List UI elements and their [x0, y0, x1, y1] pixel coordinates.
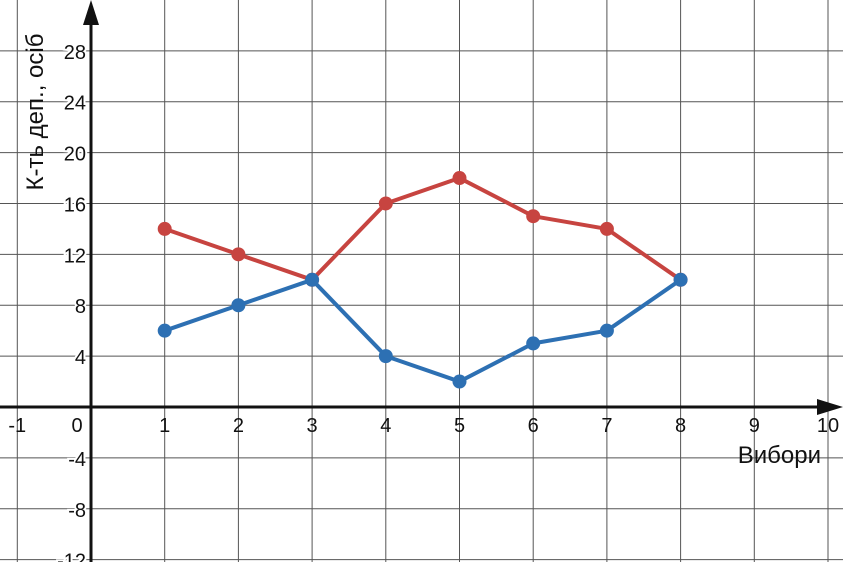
y-axis-label: К-ть деп., осіб	[22, 34, 49, 191]
series-group	[157, 171, 688, 389]
y-axis-arrow-icon	[83, 0, 99, 25]
x-tick-label: 8	[675, 415, 686, 437]
data-point	[157, 221, 172, 236]
data-point	[378, 196, 393, 211]
y-tick-label: -12	[57, 551, 86, 562]
data-point	[452, 171, 467, 186]
x-axis-arrow-icon	[817, 399, 843, 415]
x-tick-label: 1	[159, 415, 170, 437]
data-point	[526, 209, 541, 224]
data-point	[599, 323, 614, 338]
x-tick-label: 2	[233, 415, 244, 437]
y-tick-label: -8	[68, 500, 86, 522]
y-tick-label: 16	[64, 194, 86, 216]
data-point	[231, 247, 246, 262]
x-tick-label: 6	[528, 415, 539, 437]
y-tick-label: 24	[64, 93, 86, 115]
data-point	[599, 221, 614, 236]
y-tick-label: 28	[64, 42, 86, 64]
x-tick-label: 5	[454, 415, 465, 437]
series-line-2	[164, 277, 682, 384]
x-tick-label: 9	[749, 415, 760, 437]
data-point	[526, 336, 541, 351]
y-tick-label: 8	[75, 296, 86, 318]
x-tick-label: -1	[8, 415, 26, 437]
y-tick-label: -4	[68, 449, 86, 471]
data-point	[231, 298, 246, 313]
x-tick-label: 10	[817, 415, 839, 437]
data-point	[673, 272, 688, 287]
x-tick-label: 0	[71, 415, 82, 437]
data-point	[157, 323, 172, 338]
data-point	[378, 349, 393, 364]
x-tick-label: 7	[601, 415, 612, 437]
x-tick-label: 4	[380, 415, 391, 437]
x-tick-label: 3	[307, 415, 318, 437]
x-axis-label: Вибори	[738, 442, 821, 469]
y-tick-label: 20	[64, 144, 86, 166]
y-tick-label: 12	[64, 245, 86, 267]
data-point	[452, 374, 467, 389]
data-point	[305, 272, 320, 287]
series-line-1	[164, 176, 682, 282]
y-tick-label: 4	[75, 347, 86, 369]
